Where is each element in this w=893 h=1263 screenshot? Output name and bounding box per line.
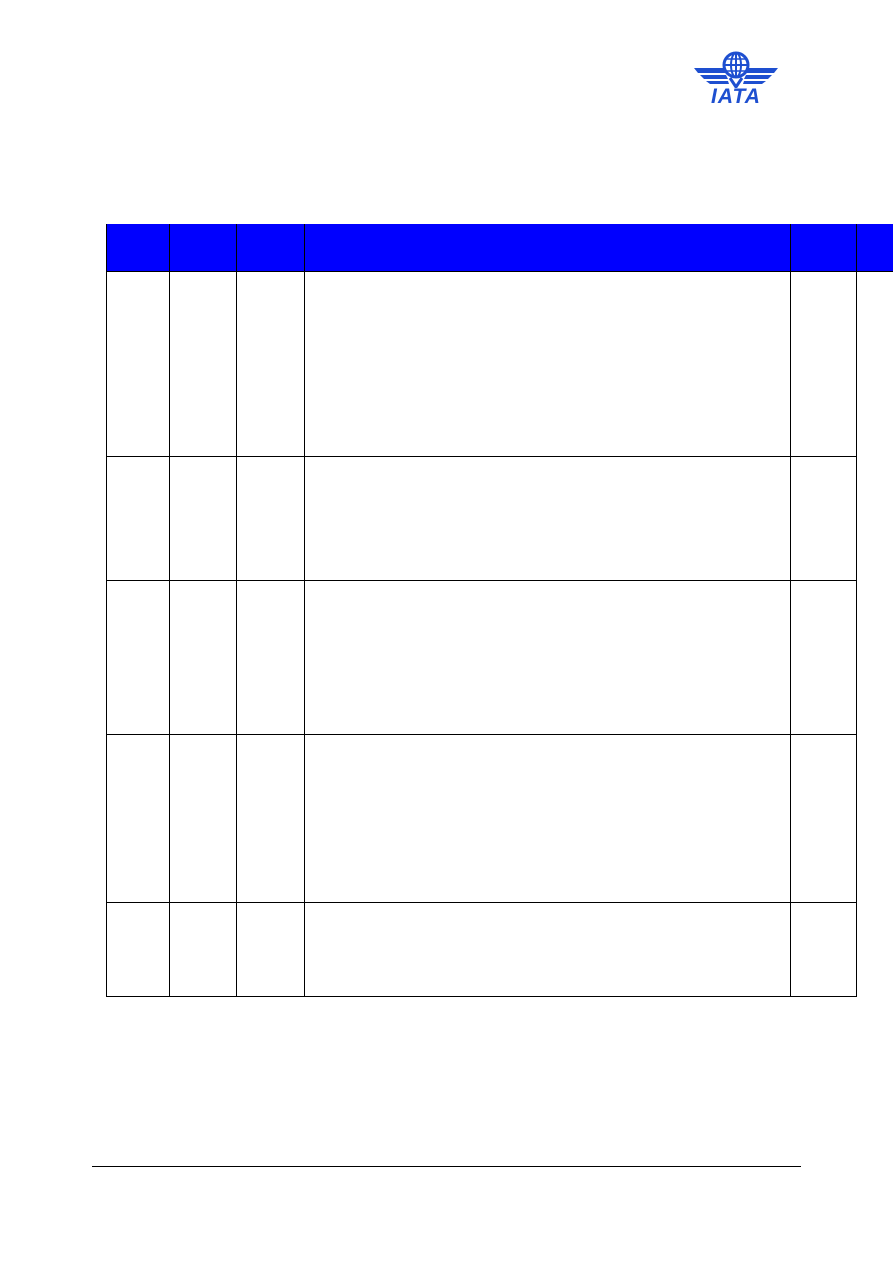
logo-wordmark: IATA: [711, 85, 761, 108]
table-row-divider: [106, 271, 893, 272]
footer-divider: [92, 1166, 801, 1167]
table-column-divider: [304, 224, 305, 997]
table-column-divider: [169, 224, 170, 997]
table-bottom-border: [106, 996, 856, 997]
iata-logo: IATA: [690, 48, 782, 110]
table-row-divider: [106, 734, 856, 735]
table-row-divider: [106, 456, 856, 457]
table-row-divider: [106, 902, 856, 903]
data-table: [106, 224, 893, 997]
table-header-row: [106, 224, 893, 271]
table-column-divider: [236, 224, 237, 997]
table-column-divider: [790, 224, 791, 997]
table-column-divider: [856, 224, 857, 997]
table-row-divider: [106, 580, 856, 581]
table-column-divider: [106, 224, 107, 997]
globe-wings-icon: [694, 51, 778, 88]
